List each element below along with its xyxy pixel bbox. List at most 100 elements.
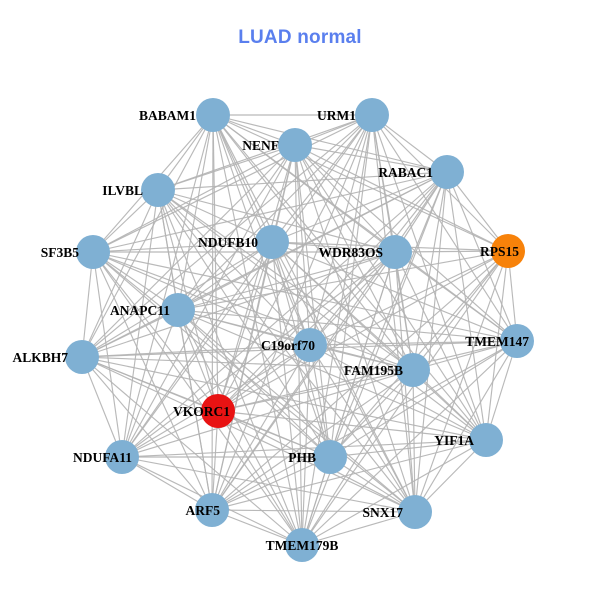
graph-node-arf5[interactable] — [195, 493, 229, 527]
graph-edge — [217, 410, 331, 458]
graph-node-rabac1[interactable] — [430, 155, 464, 189]
graph-node-label-tmem147: TMEM147 — [465, 334, 529, 349]
graph-edge — [92, 144, 296, 253]
graph-node-ndufa11[interactable] — [105, 440, 139, 474]
graph-node-c19orf70[interactable] — [293, 328, 327, 362]
graph-edge — [121, 456, 213, 511]
graph-node-ilvbl[interactable] — [141, 173, 175, 207]
graph-edge — [211, 251, 396, 511]
graph-node-nenf[interactable] — [278, 128, 312, 162]
graph-edge — [294, 144, 487, 441]
graph-edge — [211, 114, 214, 511]
graph-edge — [212, 114, 448, 173]
graph-edge — [294, 144, 396, 253]
graph-edge — [121, 114, 373, 458]
graph-node-anapc11[interactable] — [161, 293, 195, 327]
graph-edge — [81, 356, 303, 546]
graph-edge — [309, 344, 414, 371]
graph-node-label-tmem179b: TMEM179B — [266, 538, 339, 553]
graph-edge — [329, 340, 518, 458]
graph-node-yif1a[interactable] — [469, 423, 503, 457]
graph-edge — [329, 439, 487, 458]
graph-node-wdr83os[interactable] — [378, 235, 412, 269]
graph-node-label-alkbh7: ALKBH7 — [12, 350, 68, 365]
graph-edge — [157, 189, 273, 243]
graph-edge — [81, 144, 296, 358]
graph-node-label-c19orf70: C19orf70 — [261, 338, 315, 353]
graph-node-tmem179b[interactable] — [285, 528, 319, 562]
graph-node-label-babam1: BABAM1 — [139, 108, 196, 123]
graph-edge — [301, 369, 414, 546]
graph-node-label-yif1a: YIF1A — [434, 433, 474, 448]
graph-edge — [414, 250, 509, 513]
graph-node-urm1[interactable] — [355, 98, 389, 132]
graph-edge — [157, 171, 448, 191]
graph-edge — [412, 340, 518, 371]
graph-edge — [301, 439, 487, 546]
graph-edge — [81, 356, 487, 441]
graph-edge — [271, 241, 416, 513]
graph-node-label-arf5: ARF5 — [186, 503, 221, 518]
graph-edge — [211, 369, 414, 511]
graph-node-label-fam195b: FAM195B — [344, 363, 403, 378]
graph-edge — [217, 344, 311, 412]
graph-node-fam195b[interactable] — [396, 353, 430, 387]
graph-node-label-vkorc1: VKORC1 — [173, 404, 230, 419]
graph-edge — [211, 456, 331, 511]
graph-edge — [121, 171, 448, 458]
graph-node-snx17[interactable] — [398, 495, 432, 529]
graph-edge — [157, 189, 396, 253]
graph-edge — [271, 241, 518, 342]
graph-edge — [309, 171, 448, 346]
graph-edge — [157, 189, 487, 441]
graph-edge — [271, 241, 396, 253]
graph-edge — [217, 369, 414, 412]
graph-edge — [81, 356, 414, 371]
graph-node-babam1[interactable] — [196, 98, 230, 132]
graph-edge — [211, 509, 416, 513]
graph-edge — [294, 144, 331, 458]
graph-edge — [309, 344, 416, 513]
graph-node-alkbh7[interactable] — [65, 340, 99, 374]
graph-edge — [92, 251, 179, 311]
graph-edge — [121, 410, 219, 458]
graph-edge — [271, 171, 448, 243]
graph-edge — [412, 369, 416, 513]
graph-edge — [271, 114, 373, 243]
graph-edge — [81, 251, 94, 358]
graph-node-label-wdr83os: WDR83OS — [318, 245, 383, 260]
graph-node-rps15[interactable] — [491, 234, 525, 268]
graph-edge — [92, 251, 416, 513]
graph-edge — [121, 369, 414, 458]
graph-node-sf3b5[interactable] — [76, 235, 110, 269]
graph-node-label-rabac1: RABAC1 — [378, 165, 433, 180]
graph-node-label-phb: PHB — [288, 450, 316, 465]
graph-edge — [329, 250, 509, 458]
graph-node-label-urm1: URM1 — [317, 108, 356, 123]
graph-node-ndufb10[interactable] — [255, 225, 289, 259]
graph-edge — [371, 114, 416, 513]
graph-node-label-snx17: SNX17 — [362, 505, 403, 520]
graph-edge — [177, 114, 214, 311]
graph-edge — [446, 171, 518, 342]
graph-edge — [329, 369, 414, 458]
graph-edge — [81, 114, 214, 358]
graph-edge — [309, 344, 331, 458]
graph-edge — [211, 241, 273, 511]
graph-edge — [177, 241, 273, 311]
graph-edge — [211, 171, 448, 511]
graph-edge — [81, 114, 373, 358]
graph-edge — [121, 241, 273, 458]
graph-edge — [92, 251, 311, 346]
graph-node-vkorc1[interactable] — [201, 394, 235, 428]
graph-edge — [92, 251, 219, 412]
graph-edge — [217, 410, 303, 546]
graph-edge — [92, 251, 123, 458]
graph-edge — [446, 171, 487, 441]
graph-edge — [81, 344, 311, 358]
graph-edge — [394, 250, 509, 253]
graph-node-tmem147[interactable] — [500, 324, 534, 358]
graph-node-label-anapc11: ANAPC11 — [110, 303, 170, 318]
graph-node-phb[interactable] — [313, 440, 347, 474]
